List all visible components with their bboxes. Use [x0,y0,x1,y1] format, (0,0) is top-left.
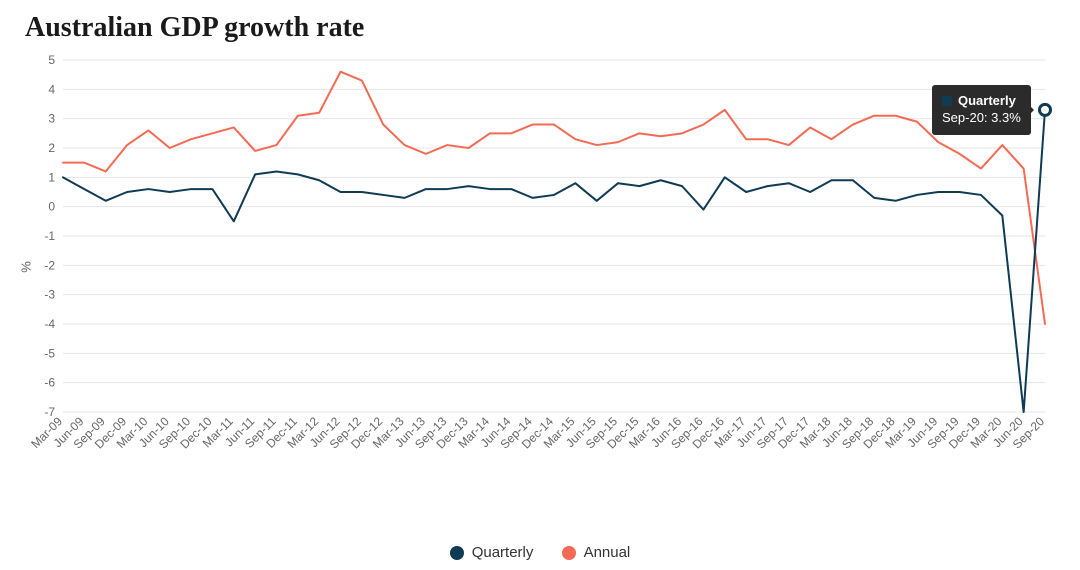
legend-swatch-quarterly [450,546,464,560]
legend-label-quarterly: Quarterly [472,544,534,561]
series-line-annual[interactable] [63,72,1045,324]
y-tick-label: -4 [44,317,55,331]
chart-tooltip: Quarterly Sep-20: 3.3% [932,85,1031,135]
y-tick-label: 5 [48,53,55,67]
legend-item-quarterly[interactable]: Quarterly [450,544,534,561]
y-tick-label: -6 [44,376,55,390]
plot-area: % -7-6-5-4-3-2-1012345Mar-09Jun-09Sep-09… [25,52,1055,482]
chart-title: Australian GDP growth rate [25,12,1055,44]
y-tick-label: 1 [48,170,55,184]
tooltip-value: Sep-20: 3.3% [942,110,1021,127]
series-line-quarterly[interactable] [63,110,1045,412]
y-tick-label: 3 [48,112,55,126]
y-tick-label: 4 [48,82,55,96]
y-axis-label: % [18,261,33,273]
y-tick-label: 0 [48,200,55,214]
legend-label-annual: Annual [584,544,631,561]
legend-swatch-annual [562,546,576,560]
y-tick-label: -2 [44,258,55,272]
tooltip-series-chip [942,96,952,106]
y-tick-label: 2 [48,141,55,155]
legend-item-annual[interactable]: Annual [562,544,631,561]
y-tick-label: -3 [44,288,55,302]
y-tick-label: -1 [44,229,55,243]
tooltip-series-name: Quarterly [958,93,1016,108]
highlight-marker[interactable] [1040,104,1051,115]
chart-svg: -7-6-5-4-3-2-1012345Mar-09Jun-09Sep-09De… [25,52,1055,482]
chart-container: Australian GDP growth rate % -7-6-5-4-3-… [0,0,1080,570]
y-tick-label: -5 [44,346,55,360]
chart-legend: Quarterly Annual [25,544,1055,564]
